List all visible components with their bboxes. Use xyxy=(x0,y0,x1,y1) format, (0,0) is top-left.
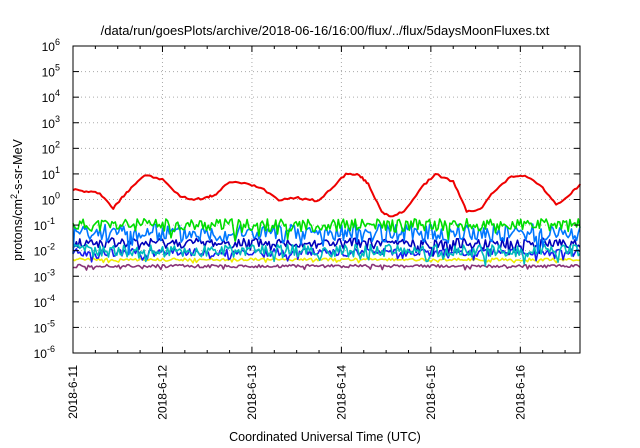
series-layer xyxy=(72,172,582,271)
y-tick-exp: 5 xyxy=(55,63,60,73)
y-tick-base: 10 xyxy=(42,142,56,156)
y-tick-base: 10 xyxy=(42,66,56,80)
y-axis: 10610510410310210110010-110-210-310-410-… xyxy=(34,37,580,361)
y-tick-label: 10-4 xyxy=(34,293,55,310)
y-tick-exp: -1 xyxy=(47,216,55,226)
y-tick-label: 10-1 xyxy=(34,216,55,233)
x-tick-label: 2018-6-11 xyxy=(66,365,80,419)
series-line xyxy=(72,243,581,267)
y-tick-exp: 6 xyxy=(55,37,60,47)
x-tick-label: 2018-6-15 xyxy=(424,365,438,420)
y-tick-label: 10-2 xyxy=(34,242,55,259)
grid-lines xyxy=(73,46,580,353)
y-tick-exp: -5 xyxy=(47,318,55,328)
y-tick-label: 103 xyxy=(42,114,60,131)
y-tick-exp: -4 xyxy=(47,293,55,303)
x-axis: 2018-6-11 2018-6-12 2018-6-13 2018-6-14 2018… xyxy=(66,46,566,420)
series-line xyxy=(73,263,581,271)
y-tick-label: 101 xyxy=(42,165,60,182)
y-axis-label-pre: protons/cm xyxy=(11,199,25,261)
y-axis-label-sup: 2 xyxy=(9,194,19,199)
series-line xyxy=(72,257,581,264)
y-tick-base: 10 xyxy=(34,270,48,284)
y-tick-base: 10 xyxy=(42,91,56,105)
y-tick-base: 10 xyxy=(34,321,48,335)
y-tick-label: 105 xyxy=(42,63,60,80)
y-tick-exp: 3 xyxy=(55,114,60,124)
y-tick-base: 10 xyxy=(34,347,48,361)
y-tick-label: 102 xyxy=(42,139,60,156)
x-tick-label: 2018-6-13 xyxy=(245,365,259,420)
y-tick-label: 10-5 xyxy=(34,318,55,335)
x-tick-label: 2018-6-14 xyxy=(334,365,348,420)
y-tick-base: 10 xyxy=(42,168,56,182)
y-tick-base: 10 xyxy=(34,296,48,310)
y-tick-exp: 1 xyxy=(55,165,60,175)
y-tick-label: 100 xyxy=(42,191,60,208)
x-axis-label: Coordinated Universal Time (UTC) xyxy=(229,430,421,444)
series-line xyxy=(72,218,581,242)
y-tick-exp: -6 xyxy=(47,344,55,354)
y-tick-label: 106 xyxy=(42,37,60,54)
y-tick-exp: 2 xyxy=(55,139,60,149)
y-tick-exp: -3 xyxy=(47,267,55,277)
y-tick-exp: 4 xyxy=(55,88,60,98)
x-tick-label: 2018-6-12 xyxy=(155,365,169,420)
y-axis-label-post: -s-sr-MeV xyxy=(11,138,25,194)
series-line xyxy=(72,172,582,218)
y-tick-base: 10 xyxy=(34,245,48,259)
y-tick-exp: -2 xyxy=(47,242,55,252)
y-tick-base: 10 xyxy=(34,219,48,233)
y-tick-label: 10-6 xyxy=(34,344,55,361)
chart-title: /data/run/goesPlots/archive/2018-06-16/1… xyxy=(101,23,550,38)
y-tick-label: 104 xyxy=(42,88,60,105)
series-line xyxy=(72,237,581,257)
y-tick-base: 10 xyxy=(42,40,56,54)
y-axis-label: protons/cm2-s-sr-MeV xyxy=(9,138,25,260)
x-tick-label: 2018-6-16 xyxy=(513,365,527,420)
y-tick-exp: 0 xyxy=(55,191,60,201)
y-tick-label: 10-3 xyxy=(34,267,55,284)
y-tick-base: 10 xyxy=(42,117,56,131)
y-tick-base: 10 xyxy=(42,194,56,208)
